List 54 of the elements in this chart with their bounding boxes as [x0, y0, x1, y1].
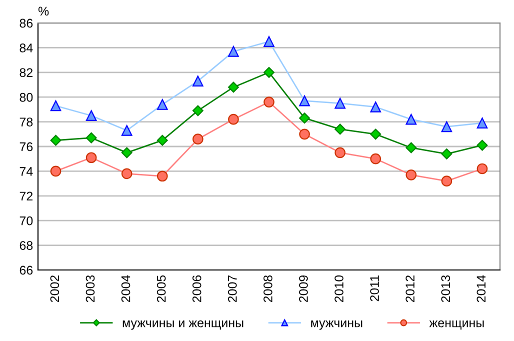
x-tick-label: 2004: [121, 275, 130, 302]
point: [441, 176, 452, 186]
x-tick-label: 2002: [50, 275, 60, 302]
point: [156, 134, 168, 146]
y-tick-label: 82: [20, 68, 33, 78]
point: [370, 153, 382, 164]
point: [441, 148, 452, 160]
legend-label: женщины: [429, 320, 484, 330]
point: [406, 142, 417, 154]
x-tick-label: 2014: [476, 275, 486, 302]
x-tick-label: 2010: [334, 275, 344, 302]
point: [228, 114, 239, 125]
point: [264, 96, 274, 108]
y-axis-title: %: [38, 6, 49, 16]
point: [192, 105, 204, 116]
x-tick-label: 2003: [86, 275, 95, 302]
y-tick-label: 70: [20, 216, 33, 226]
point: [476, 163, 488, 174]
point: [86, 132, 97, 144]
legend-label: мужчины: [311, 320, 362, 330]
x-tick-label: 2006: [192, 275, 202, 302]
y-tick-label: 68: [20, 241, 33, 250]
point: [406, 169, 417, 180]
point: [192, 134, 204, 145]
legend-label: мужчины и женщины: [122, 320, 244, 330]
point: [299, 128, 310, 140]
x-tick-label: 2012: [406, 275, 415, 302]
point: [264, 66, 274, 78]
point: [228, 82, 239, 93]
point: [370, 128, 382, 140]
x-tick-label: 2013: [441, 275, 450, 302]
point: [86, 152, 97, 164]
x-tick-label: 2007: [228, 275, 237, 302]
y-tick-label: 78: [20, 118, 33, 126]
y-tick-label: 86: [20, 18, 33, 28]
point: [50, 166, 62, 177]
y-tick-label: 66: [20, 266, 33, 275]
x-tick-label: 2005: [156, 275, 166, 302]
point: [121, 147, 132, 158]
x-tick-label: 2009: [299, 275, 308, 302]
point: [334, 124, 346, 135]
x-tick-label: 2008: [264, 275, 272, 302]
y-tick-label: 80: [20, 92, 33, 102]
point: [50, 134, 62, 146]
y-tick-label: 72: [20, 192, 33, 200]
point: [121, 168, 132, 180]
y-tick-label: 74: [20, 167, 33, 176]
point: [299, 112, 310, 124]
y-tick-label: 84: [20, 44, 33, 52]
y-tick-label: 76: [20, 142, 33, 152]
point: [334, 147, 346, 158]
x-tick-label: 2011: [370, 275, 379, 302]
point: [476, 140, 488, 151]
point: [156, 170, 168, 182]
